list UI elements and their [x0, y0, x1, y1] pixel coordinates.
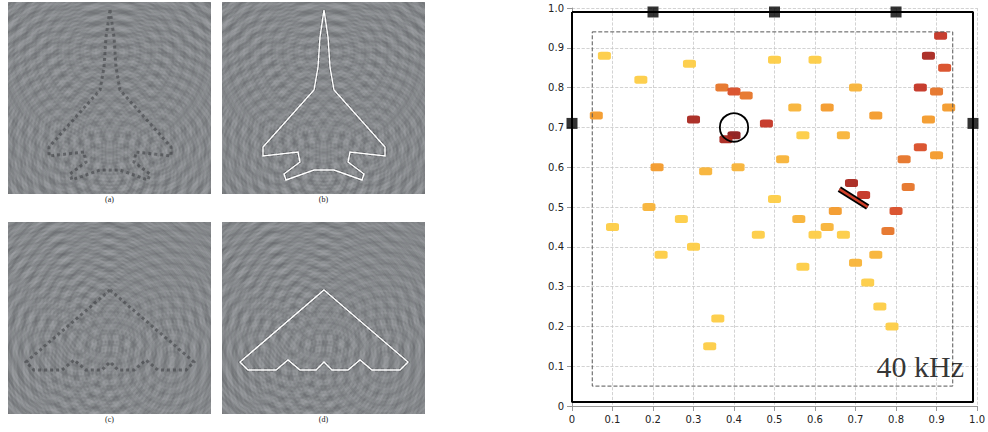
- svg-text:0.3: 0.3: [686, 414, 702, 425]
- svg-text:(c): (c): [105, 415, 114, 424]
- svg-text:1.0: 1.0: [548, 3, 564, 14]
- svg-text:0.2: 0.2: [548, 321, 564, 332]
- svg-text:40 kHz: 40 kHz: [877, 350, 964, 383]
- svg-text:1.0: 1.0: [969, 414, 985, 425]
- svg-text:0.8: 0.8: [888, 414, 904, 425]
- svg-text:0.7: 0.7: [548, 122, 564, 133]
- svg-text:0.9: 0.9: [929, 414, 945, 425]
- svg-text:0.1: 0.1: [605, 414, 621, 425]
- svg-text:0.4: 0.4: [548, 241, 564, 252]
- svg-text:0.6: 0.6: [548, 162, 564, 173]
- svg-text:0.5: 0.5: [767, 414, 783, 425]
- svg-text:0.8: 0.8: [548, 82, 564, 93]
- svg-text:0.6: 0.6: [807, 414, 823, 425]
- svg-text:0.7: 0.7: [848, 414, 864, 425]
- svg-text:0.5: 0.5: [548, 202, 564, 213]
- svg-text:0.4: 0.4: [726, 414, 742, 425]
- svg-text:(a): (a): [105, 195, 114, 204]
- svg-text:0.3: 0.3: [548, 281, 564, 292]
- svg-text:(d): (d): [319, 415, 329, 424]
- svg-text:0.1: 0.1: [548, 361, 564, 372]
- svg-text:0: 0: [558, 401, 564, 412]
- svg-text:0.2: 0.2: [645, 414, 661, 425]
- svg-text:0.9: 0.9: [548, 42, 564, 53]
- svg-text:(b): (b): [319, 195, 329, 204]
- svg-text:0: 0: [569, 414, 575, 425]
